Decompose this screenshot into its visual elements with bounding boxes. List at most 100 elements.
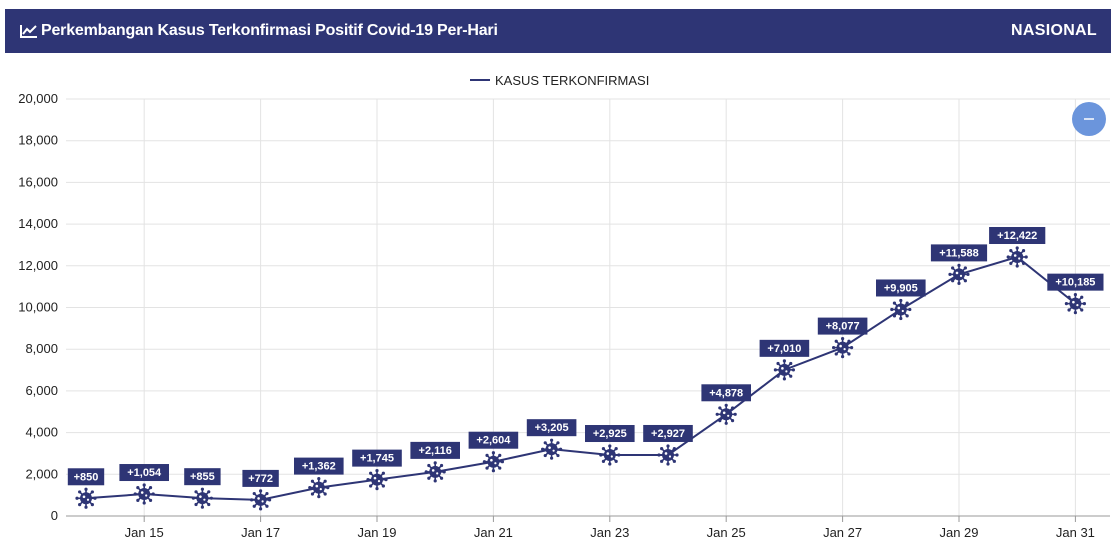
data-point[interactable] (308, 477, 330, 499)
data-label-text: +9,905 (884, 282, 918, 294)
marker-spike-tip (482, 460, 486, 464)
marker-spike-tip (317, 477, 321, 481)
y-tick-label: 0 (51, 508, 58, 523)
marker-spike-tip (730, 419, 735, 423)
marker-spike-tip (133, 492, 137, 496)
data-point[interactable] (1064, 293, 1086, 315)
marker-core (80, 492, 92, 505)
legend[interactable]: KASUS TERKONFIRMASI (470, 73, 649, 88)
data-point[interactable] (657, 444, 679, 466)
marker-dot (436, 472, 439, 475)
data-point[interactable] (890, 298, 912, 321)
data-point[interactable] (715, 403, 737, 425)
chart-title: Perkembangan Kasus Terkonfirmasi Positif… (41, 22, 498, 39)
marker-spike-tip (718, 419, 722, 423)
data-point[interactable] (366, 469, 388, 491)
marker-spike-tip (776, 374, 780, 378)
x-tick-label: Jan 25 (707, 525, 746, 540)
y-tick-label: 12,000 (18, 258, 58, 273)
data-point[interactable] (133, 483, 155, 505)
marker-dot (727, 414, 730, 417)
x-tick-label: Jan 17 (241, 525, 280, 540)
marker-spike-tip (491, 469, 495, 473)
data-label: +1,054 (119, 464, 169, 482)
marker-spike-tip (252, 504, 256, 508)
data-label-text: +1,745 (360, 453, 394, 465)
marker-dot (552, 449, 555, 452)
marker-spike-tip (1073, 293, 1077, 297)
data-point[interactable] (75, 487, 97, 509)
data-label-bg (876, 279, 926, 297)
marker-spike-tip (209, 496, 213, 500)
data-label: +772 (242, 469, 279, 487)
marker-core (953, 268, 965, 281)
marker-spike-tip (498, 466, 502, 470)
marker-spike-tip (617, 453, 621, 457)
marker-spike-tip (666, 444, 670, 448)
marker-core (662, 448, 674, 461)
marker-spike-tip (194, 502, 198, 507)
data-label: +1,745 (352, 449, 402, 467)
data-label: +3,205 (526, 419, 577, 437)
data-label-bg (930, 244, 988, 262)
marker-spike-tip (1015, 264, 1019, 268)
data-label: +855 (184, 468, 221, 486)
marker-spike-tip (381, 484, 385, 488)
marker-spike-tip (1067, 295, 1071, 299)
marker-spike-tip (782, 359, 787, 363)
zoom-out-button[interactable] (1072, 102, 1106, 136)
marker-spike-tip (850, 345, 854, 350)
marker-spike-tip (892, 301, 897, 305)
marker-dot (261, 500, 264, 503)
marker-spike-tip (265, 491, 269, 496)
data-point[interactable] (250, 489, 272, 511)
data-label: +10,185 (1047, 273, 1104, 291)
data-point[interactable] (541, 438, 563, 460)
y-axis: 0 2,000 4,000 6,000 8,000 10,000 12,000 14,000 1… (18, 91, 58, 523)
marker-spike-tip (966, 272, 970, 276)
marker-spike-tip (782, 377, 787, 381)
marker-spike-tip (252, 491, 256, 496)
marker-spike-tip (78, 490, 82, 494)
marker-dot (1018, 257, 1021, 260)
data-label-bg (701, 384, 751, 402)
data-point[interactable] (1006, 246, 1028, 268)
marker-spike-tip (951, 279, 955, 283)
marker-spike-tip (375, 469, 379, 473)
marker-spike-tip (841, 336, 845, 341)
marker-spike-tip (556, 453, 560, 458)
marker-spike-tip (375, 487, 379, 491)
marker-spike-tip (599, 453, 603, 457)
marker-dot (901, 309, 904, 313)
marker-spike-tip (1080, 308, 1084, 312)
data-point[interactable] (599, 444, 621, 466)
marker-spike-tip (556, 441, 560, 445)
marker-spike-tip (433, 461, 437, 465)
marker-spike-tip (326, 486, 330, 490)
data-point[interactable] (948, 263, 970, 285)
marker-spike-tip (310, 479, 315, 483)
data-label-bg (468, 431, 519, 449)
data-label-text: +8,077 (826, 321, 860, 333)
marker-dot (722, 411, 726, 415)
data-point[interactable] (191, 487, 213, 509)
data-point[interactable] (424, 461, 446, 483)
data-point[interactable] (482, 451, 504, 473)
x-tick-label: Jan 27 (823, 525, 862, 540)
marker-spike-tip (485, 453, 489, 457)
marker-spike-tip (905, 314, 909, 318)
legend-label: KASUS TERKONFIRMASI (495, 73, 649, 88)
series-line (85, 255, 1077, 501)
x-tick-label: Jan 15 (125, 525, 164, 540)
data-label-text: +7,010 (767, 343, 801, 355)
marker-spike-tip (892, 314, 897, 318)
marker-spike-tip (672, 459, 676, 463)
data-point[interactable] (832, 336, 854, 359)
data-point[interactable] (773, 359, 796, 381)
marker-spike-tip (660, 447, 664, 451)
marker-spike-tip (93, 496, 97, 500)
marker-dot (897, 306, 901, 310)
marker-spike-tip (715, 412, 719, 416)
marker-spike-tip (1067, 308, 1071, 312)
marker-spike-tip (614, 459, 618, 463)
